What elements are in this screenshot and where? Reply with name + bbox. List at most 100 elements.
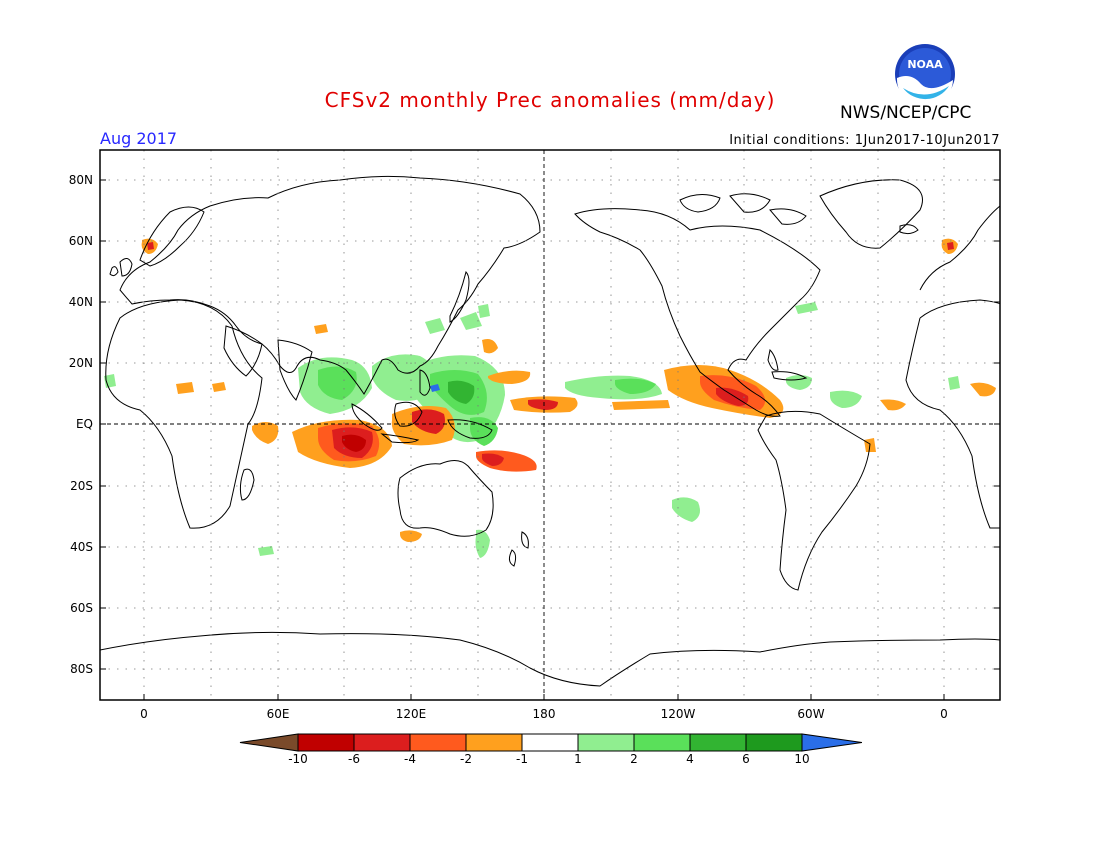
colorbar [239, 733, 862, 752]
coastline-iceland [899, 224, 919, 235]
dry-anomaly-coral-sea-core [482, 453, 504, 466]
wet-anomaly-bay-of-bengal-core [318, 366, 357, 400]
initial-conditions-label: Initial conditions: 1Jun2017-10Jun2017 [729, 133, 1000, 148]
coastline-japan [449, 271, 470, 323]
dry-anomaly-australia-south [400, 530, 422, 542]
lon-label-60w: 60W [797, 707, 825, 721]
dry-anomaly-central-pacific-strip [612, 400, 670, 410]
lat-label-20n: 20N [68, 356, 93, 370]
wet-anomaly-blue-spot [430, 384, 440, 392]
wet-anomaly-africa-west [104, 374, 960, 390]
lat-label-20s: 20S [70, 479, 93, 493]
colorbar-swatch [353, 733, 411, 752]
colorbar-swatch [633, 733, 691, 752]
lat-label-40n: 40N [68, 295, 93, 309]
lat-label-eq: EQ [75, 417, 93, 431]
lon-label-0-left: 0 [140, 707, 148, 721]
colorbar-swatch [577, 733, 635, 752]
dry-anomaly-pacific-north-strip [488, 370, 531, 384]
noaa-logo: NOAA [895, 44, 955, 106]
wet-anomaly-nw-atlantic [795, 302, 818, 314]
lon-label-120e: 120E [395, 707, 427, 721]
coastline-greenland [819, 179, 923, 249]
coastline-new-zealand [508, 531, 529, 567]
colorbar-label: -6 [348, 752, 360, 766]
coastline-florida [767, 348, 779, 371]
coastline-british-isles [109, 258, 133, 277]
lon-label-180: 180 [532, 707, 556, 721]
colorbar-arrow-right [801, 733, 862, 752]
colorbar-label: -4 [404, 752, 416, 766]
coastline-eurasia [119, 175, 541, 395]
coastline-philippines [419, 369, 431, 396]
wet-anomaly-south-indian [258, 546, 274, 556]
coastline-north-america [574, 208, 821, 417]
lat-label-80s: 80S [70, 662, 93, 676]
coastline-new-guinea [447, 419, 493, 439]
map-content [100, 150, 1000, 700]
dry-anomaly-arabian-sea [252, 422, 279, 444]
coastline-madagascar [239, 468, 255, 501]
dry-anomaly-west-asia [176, 324, 328, 394]
noaa-logo-text: NOAA [907, 58, 943, 71]
colorbar-swatch [465, 733, 523, 752]
colorbar-label: -1 [516, 752, 528, 766]
dry-anomaly-east-pacific-strong [716, 387, 749, 406]
coastline-cuba [771, 371, 808, 381]
lat-label-40s: 40S [70, 540, 93, 554]
lat-label-60s: 60S [70, 601, 93, 615]
coastline-antarctica [100, 631, 1000, 687]
colorbar-label: 6 [742, 752, 750, 766]
colorbar-swatch [297, 733, 355, 752]
dry-anomaly-dateline-core [528, 399, 558, 410]
lat-label-80n: 80N [68, 173, 93, 187]
coastline-africa-right [919, 299, 1000, 319]
anomaly-shading [104, 238, 996, 558]
coastline-java [380, 433, 420, 444]
coastline-south-america [757, 410, 871, 591]
dry-anomaly-atlantic [880, 382, 996, 411]
wet-anomaly-philippine-sea-strong [448, 380, 475, 404]
colorbar-swatch [745, 733, 803, 752]
dry-anomaly-europe-core [147, 242, 954, 250]
colorbar-label: 10 [794, 752, 810, 766]
axis-ticks [100, 179, 1000, 700]
colorbar-label: -10 [288, 752, 308, 766]
coastline-africa-right-west [905, 317, 1000, 529]
dry-anomaly-east-indian-ocean-extreme [342, 434, 366, 452]
coastline-europe-right [919, 205, 1000, 291]
valid-month-label: Aug 2017 [100, 129, 178, 148]
wet-anomaly-east-asia-strips [425, 304, 490, 334]
colorbar-arrow-left [239, 733, 299, 752]
lat-label-60n: 60N [68, 234, 93, 248]
wet-anomaly-central-pacific-core [615, 378, 656, 394]
organization-label: NWS/NCEP/CPC [840, 103, 972, 123]
map-frame [99, 149, 1001, 701]
dry-anomaly-europe [141, 238, 959, 254]
colorbar-label: 2 [630, 752, 638, 766]
coastlines [100, 175, 1000, 687]
map-title: CFSv2 monthly Prec anomalies (mm/day) [324, 88, 776, 112]
lon-label-60e: 60E [266, 707, 290, 721]
colorbar-label: 4 [686, 752, 694, 766]
coastline-africa [105, 299, 263, 529]
wet-anomaly-caribbean [786, 375, 862, 408]
wet-anomaly-south-pacific-strip [672, 497, 700, 522]
coastline-borneo [394, 401, 423, 427]
coastline-scandinavia [139, 206, 205, 267]
coastline-arctic-islands [679, 193, 807, 225]
colorbar-label: -2 [460, 752, 472, 766]
map-grid [100, 150, 1000, 700]
colorbar-label: 1 [574, 752, 582, 766]
lon-label-120w: 120W [660, 707, 696, 721]
colorbar-swatch [409, 733, 467, 752]
colorbar-swatch [689, 733, 747, 752]
coastline-india [277, 339, 313, 401]
wet-anomaly-australia-east [475, 529, 490, 558]
coastline-sumatra [351, 403, 383, 431]
lon-label-0-right: 0 [940, 707, 948, 721]
colorbar-swatch [521, 733, 579, 752]
coastline-australia [397, 460, 494, 537]
dry-anomaly-china [482, 339, 498, 354]
